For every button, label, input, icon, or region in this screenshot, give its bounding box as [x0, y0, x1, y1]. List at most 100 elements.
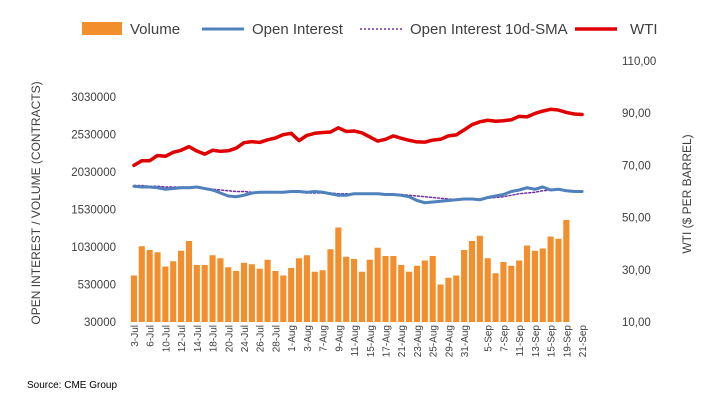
legend: Volume Open Interest Open Interest 10d-S… — [82, 21, 658, 38]
wti-line — [132, 107, 584, 168]
volume-bar — [531, 250, 538, 322]
volume-bar — [248, 264, 255, 322]
volume-bar — [240, 262, 248, 322]
volume-bar — [453, 275, 460, 322]
x-tick-label: 5-Sep — [484, 325, 495, 352]
volume-bar — [272, 271, 279, 322]
left-tick-label: 30000 — [84, 317, 116, 329]
volume-bar — [311, 271, 318, 322]
volume-bar — [178, 250, 185, 322]
x-tick-label: 20-Jul — [224, 325, 235, 352]
volume-bar — [413, 265, 421, 322]
left-tick-label: 2030000 — [71, 167, 116, 179]
volume-bar — [170, 261, 177, 322]
x-tick-label: 12-Jul — [177, 325, 188, 352]
volume-bar — [500, 262, 507, 322]
volume-bar — [492, 273, 499, 322]
x-tick-label: 18-Jul — [209, 325, 220, 352]
x-tick-label: 1-Aug — [287, 325, 298, 352]
volume-bar — [484, 258, 491, 322]
volume-bar — [288, 268, 295, 322]
x-tick-label: 14-Jul — [193, 325, 204, 352]
x-tick-label: 15-Aug — [366, 325, 377, 357]
x-tick-label: 25-Aug — [429, 325, 440, 357]
x-tick-label: 10-Jul — [161, 325, 172, 352]
volume-bar — [421, 260, 428, 322]
volume-bar — [209, 255, 216, 322]
volume-bar — [217, 258, 224, 322]
x-tick-label: 11-Sep — [515, 325, 526, 357]
volume-bar — [563, 220, 570, 322]
volume-bar — [233, 271, 240, 322]
x-tick-label: 6-Jul — [146, 325, 157, 347]
series-lines — [132, 107, 584, 205]
volume-bar — [476, 235, 483, 322]
right-tick-label: 70,00 — [622, 160, 651, 172]
volume-bar — [351, 259, 358, 322]
x-tick-label: 21-Aug — [397, 325, 408, 357]
volume-bar — [130, 275, 137, 322]
volume-bar — [264, 259, 271, 322]
volume-bar — [343, 256, 350, 322]
volume-bar — [539, 248, 546, 322]
volume-bar — [280, 275, 287, 322]
x-tick-label: 15-Sep — [547, 325, 558, 358]
x-tick-label: 28-Jul — [271, 325, 282, 352]
right-tick-label: 50,00 — [622, 213, 651, 225]
x-tick-label: 24-Jul — [240, 325, 251, 352]
legend-volume-swatch — [82, 22, 122, 35]
open-interest-line — [132, 184, 584, 205]
volume-bar — [303, 255, 310, 322]
volume-bar — [382, 256, 389, 322]
volume-bar — [138, 246, 145, 322]
volume-bar — [295, 258, 303, 322]
volume-bar — [225, 267, 232, 322]
legend-sma-label: Open Interest 10d-SMA — [410, 21, 568, 38]
volume-bar — [461, 250, 468, 322]
left-tick-label: 3030000 — [71, 92, 116, 104]
volume-bar — [319, 270, 326, 322]
x-tick-label: 7-Aug — [319, 325, 330, 352]
right-axis-title: WTI ($ PER BARREL) — [680, 134, 694, 253]
x-tick-label: 19-Sep — [562, 325, 573, 358]
x-tick-label: 29-Aug — [444, 325, 455, 357]
volume-bar — [429, 256, 436, 322]
right-tick-label: 90,00 — [622, 108, 651, 120]
volume-bar — [374, 247, 381, 322]
x-tick-label: 9-Aug — [334, 325, 345, 352]
volume-bar — [390, 256, 397, 322]
volume-bar — [555, 238, 562, 322]
volume-bar — [256, 268, 263, 322]
volume-bar — [398, 265, 405, 322]
left-tick-label: 1030000 — [71, 242, 116, 254]
volume-bar — [468, 241, 476, 322]
volume-bars — [130, 220, 570, 322]
volume-bar — [445, 277, 452, 322]
volume-bar — [437, 284, 444, 322]
legend-volume-label: Volume — [130, 21, 180, 38]
x-tick-label: 3-Jul — [130, 325, 141, 347]
right-tick-label: 30,00 — [622, 265, 651, 277]
legend-wti-label: WTI — [630, 21, 658, 38]
volume-bar — [516, 260, 523, 322]
x-tick-label: 3-Aug — [303, 325, 314, 352]
x-tick-label: 7-Sep — [499, 325, 510, 352]
x-tick-label: 17-Aug — [382, 325, 393, 357]
volume-bar — [154, 252, 161, 322]
right-axis-ticks: 110,00 90,00 70,00 50,00 30,00 10,00 — [622, 56, 656, 329]
legend-open-interest-label: Open Interest — [252, 21, 344, 38]
volume-bar — [193, 265, 200, 322]
volume-bar — [335, 227, 342, 322]
left-tick-label: 530000 — [78, 280, 116, 292]
left-axis-title: OPEN INTEREST / VOLUME (CONTRACTS) — [29, 81, 43, 324]
left-tick-label: 1530000 — [71, 205, 116, 217]
left-axis-ticks: 3030000 2530000 2030000 1530000 1030000 53000… — [71, 92, 116, 329]
left-tick-label: 2530000 — [71, 130, 116, 142]
source-note: Source: CME Group — [27, 380, 117, 391]
volume-bar — [162, 266, 169, 322]
x-axis-ticks: 3-Jul 6-Jul 10-Jul 12-Jul 14-Jul 18-Jul 20-Jul… — [130, 325, 589, 358]
volume-bar — [547, 236, 554, 322]
volume-bar — [523, 245, 531, 322]
